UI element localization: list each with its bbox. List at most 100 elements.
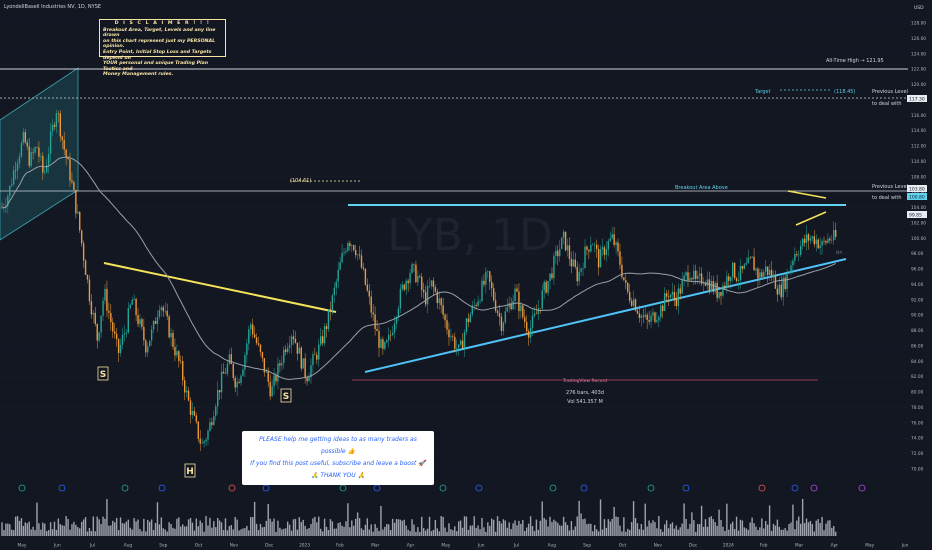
candle-body: [543, 281, 545, 291]
candle-body: [308, 377, 310, 382]
event-marker-icon[interactable]: [758, 484, 766, 492]
volume-bar: [279, 527, 281, 536]
volume-bar: [321, 531, 324, 536]
volume-bar: [597, 531, 600, 536]
candle-body: [799, 246, 802, 255]
volume-bar: [20, 518, 23, 536]
event-marker-icon[interactable]: [18, 484, 26, 492]
volume-bar: [448, 523, 450, 536]
volume-bar: [304, 525, 306, 536]
candle-body: [619, 251, 621, 265]
volume-bar: [265, 520, 267, 536]
candle-body: [88, 279, 91, 302]
volume-bar: [671, 522, 674, 536]
event-markers[interactable]: [18, 484, 866, 492]
volume-bar: [496, 516, 499, 536]
event-marker-icon[interactable]: [580, 484, 588, 492]
candle-body: [765, 266, 767, 272]
disclaimer-line-5: Money Management rules.: [103, 72, 174, 78]
event-marker-icon[interactable]: [791, 484, 799, 492]
candle-body: [321, 336, 324, 344]
candle-body: [193, 410, 196, 416]
price-axis[interactable]: [908, 0, 932, 550]
volume-bar: [741, 520, 744, 536]
candle-body: [114, 331, 116, 334]
event-marker-icon[interactable]: [158, 484, 166, 492]
event-marker-icon[interactable]: [121, 484, 129, 492]
candle-body: [351, 245, 353, 246]
volume-bar: [147, 519, 149, 536]
candle-body: [487, 271, 489, 272]
volume-bar: [57, 518, 60, 536]
volume-bar: [38, 523, 40, 536]
volume-bar: [166, 531, 168, 536]
volume-bar: [794, 529, 796, 536]
volume-bar: [440, 516, 442, 536]
candle-body: [34, 147, 36, 153]
event-marker-icon[interactable]: [647, 484, 655, 492]
candle-body: [753, 256, 755, 271]
candle-body: [90, 301, 93, 315]
candle-body: [191, 410, 194, 415]
event-marker-icon[interactable]: [810, 484, 818, 492]
volume-bar: [409, 531, 411, 536]
candle-body: [104, 288, 106, 301]
volume-bar: [702, 526, 705, 536]
volume-bar: [405, 525, 407, 536]
volume-bar: [296, 529, 299, 536]
candle-body: [349, 243, 351, 246]
y-tick-21: 86.00: [911, 343, 924, 349]
volume-bar: [36, 502, 38, 536]
candle-body: [562, 231, 565, 238]
candle-body: [185, 390, 188, 393]
y-tick-19: 90.00: [911, 313, 924, 319]
candle-body: [450, 336, 452, 338]
candle-body: [283, 349, 285, 364]
volume-bar: [195, 518, 198, 536]
candle-body: [599, 249, 602, 268]
event-marker-icon[interactable]: [858, 484, 866, 492]
event-marker-icon[interactable]: [373, 484, 381, 492]
candle-body: [428, 286, 431, 287]
candle-body: [203, 441, 205, 444]
candle-body: [763, 271, 765, 277]
time-axis[interactable]: [0, 538, 932, 550]
volume-bar: [792, 504, 794, 536]
event-marker-icon[interactable]: [549, 484, 557, 492]
symbol-title[interactable]: LyondellBasell Industries NV, 1D, NYSE: [4, 4, 101, 10]
volume-bar: [310, 523, 312, 536]
x-tick-1: Jun: [53, 543, 61, 549]
candle-body: [112, 322, 114, 332]
y-tick-17: 94.00: [911, 282, 924, 288]
volume-bar: [318, 516, 320, 536]
volume-bar: [108, 525, 110, 536]
volume-bar: [354, 518, 357, 536]
candle-body: [681, 280, 683, 294]
event-marker-icon[interactable]: [475, 484, 483, 492]
candle-body: [730, 277, 732, 281]
candle-body: [821, 240, 823, 246]
volume-bar: [570, 521, 573, 536]
candle-body: [417, 276, 419, 283]
currency-label[interactable]: USD: [914, 5, 924, 11]
measure-label: TradingView Record: [562, 378, 607, 384]
x-tick-8: 2023: [299, 543, 310, 549]
volume-bar: [735, 516, 738, 536]
breakout-label: Breakout Area Above: [675, 185, 728, 191]
event-marker-icon[interactable]: [439, 484, 447, 492]
y-tick-23: 82.00: [911, 374, 924, 380]
event-marker-icon[interactable]: [228, 484, 236, 492]
event-marker-icon[interactable]: [262, 484, 270, 492]
volume-bar: [422, 528, 425, 536]
event-marker-icon[interactable]: [339, 484, 347, 492]
volume-bar: [652, 520, 654, 536]
y-tick-11: 106.00: [911, 190, 926, 196]
candle-body: [67, 157, 69, 160]
volume-bar: [183, 526, 186, 536]
candle-body: [574, 259, 576, 267]
volume-bar: [681, 523, 683, 536]
event-marker-icon[interactable]: [58, 484, 66, 492]
event-marker-icon[interactable]: [682, 484, 690, 492]
volume-bar: [59, 524, 61, 536]
